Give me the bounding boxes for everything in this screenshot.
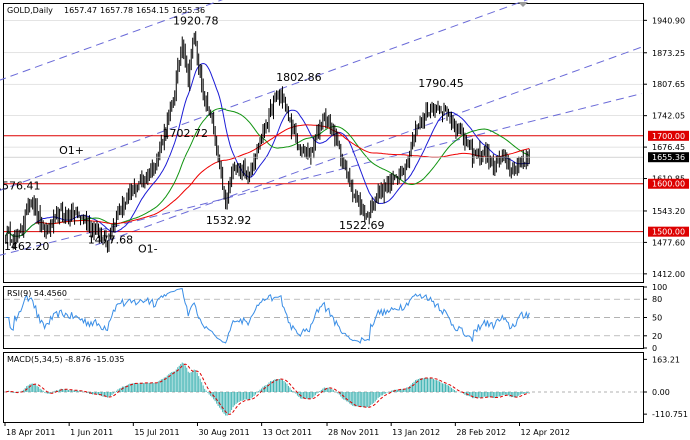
price-annotation: 1532.92 — [206, 214, 252, 227]
trend-channel-line — [0, 0, 528, 191]
date-axis-label: 13 Jan 2012 — [392, 428, 440, 437]
level-price-tag — [648, 130, 689, 141]
sma-slow-line — [35, 124, 530, 225]
ohlc-close: 1655.36 — [172, 6, 205, 15]
price-axis-label: 1873.25 — [652, 49, 685, 58]
price-pane-title: GOLD,Daily — [7, 6, 53, 15]
sma-mid-line — [5, 107, 530, 237]
current-price-label: 1655.36 — [652, 153, 685, 162]
ohlc-low: 1654.15 — [136, 6, 169, 15]
current-price-tag — [648, 152, 689, 163]
level-price-tag — [648, 178, 689, 189]
price-axis-label: 1676.45 — [652, 143, 685, 152]
rsi-line — [5, 288, 530, 344]
macd-pane-title: MACD(5,34,5) -8.876 -15.035 — [7, 355, 124, 364]
price-axis-label: 1543.20 — [652, 207, 685, 216]
rsi-pane-title: RSI(9) 54.4560 — [7, 289, 67, 298]
date-axis-label: 18 Apr 2011 — [6, 428, 55, 437]
level-price-label: 1600.00 — [652, 180, 685, 189]
price-annotation: 1790.45 — [418, 77, 464, 90]
macd-axis-label: 0.00 — [652, 388, 670, 397]
price-annotation: 1920.78 — [173, 15, 219, 28]
price-annotation: 1702.72 — [162, 127, 208, 140]
ohlc-open: 1657.47 — [64, 6, 97, 15]
date-axis-label: 1 Jun 2011 — [70, 428, 113, 437]
date-axis-label: 30 Aug 2011 — [198, 428, 249, 437]
price-annotation: O1- — [138, 242, 158, 255]
price-annotation: 1576.41 — [0, 179, 40, 192]
macd-signal-line — [5, 363, 530, 415]
trend-channel-line — [0, 93, 642, 256]
rsi-axis-label: 80 — [652, 295, 662, 304]
level-price-tag — [648, 226, 689, 237]
chart-shift-marker-icon[interactable] — [518, 2, 528, 7]
trend-channel-line — [95, 46, 642, 246]
rsi-layer — [4, 288, 643, 344]
price-annotation: 1462.20 — [4, 240, 50, 253]
level-price-label: 1500.00 — [652, 228, 685, 237]
rsi-axis-label: 20 — [652, 332, 662, 341]
price-annotation: 1802.86 — [276, 71, 322, 84]
date-axis-label: 15 Jul 2011 — [134, 428, 179, 437]
price-axis-label: 1807.65 — [652, 80, 685, 89]
rsi-axis-label: 0 — [652, 344, 657, 353]
rsi-axis-label: 50 — [652, 314, 662, 323]
level-price-label: 1700.00 — [652, 132, 685, 141]
macd-axis-label: 163.21 — [652, 355, 680, 364]
price-axis-label: 1477.60 — [652, 238, 685, 247]
date-axis-label: 13 Oct 2011 — [263, 428, 312, 437]
price-annotation: 1477.68 — [88, 234, 134, 247]
price-annotation: 1522.69 — [339, 219, 385, 232]
price-layer: 1920.78 1802.86 1790.45 1702.72 1576.41 1532.… — [0, 0, 643, 275]
ohlc-high: 1657.78 — [100, 6, 133, 15]
macd-layer — [4, 362, 643, 416]
macd-axis-label: -110.751 — [652, 410, 688, 419]
price-axis-label: 1742.05 — [652, 112, 685, 121]
price-axis-label: 1412.00 — [652, 270, 685, 279]
price-annotation: O1+ — [59, 144, 84, 157]
axis-layer: 1940.901873.251807.651742.051676.451610.… — [4, 16, 689, 437]
macd-pane-frame — [3, 352, 644, 423]
date-axis-label: 28 Feb 2012 — [456, 428, 506, 437]
price-axis-label: 1940.90 — [652, 16, 685, 25]
date-axis-label: 28 Nov 2011 — [328, 428, 379, 437]
date-axis-label: 12 Apr 2012 — [521, 428, 570, 437]
rsi-axis-label: 100 — [652, 283, 667, 292]
